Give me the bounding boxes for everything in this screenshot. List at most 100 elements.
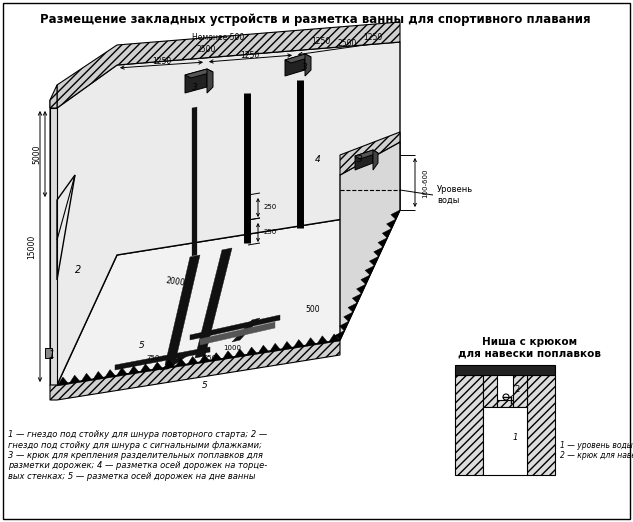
Polygon shape	[50, 100, 57, 385]
Text: 750: 750	[146, 355, 160, 361]
Polygon shape	[139, 364, 151, 373]
Polygon shape	[293, 340, 304, 349]
Polygon shape	[269, 343, 281, 352]
Text: 3: 3	[357, 156, 363, 164]
Polygon shape	[200, 322, 275, 345]
Polygon shape	[281, 341, 293, 350]
Polygon shape	[391, 210, 400, 219]
Text: Размещение закладных устройств и разметка ванны для спортивного плавания: Размещение закладных устройств и разметк…	[40, 13, 591, 26]
Text: 250: 250	[263, 229, 277, 235]
Polygon shape	[210, 353, 222, 362]
Polygon shape	[344, 312, 353, 322]
Polygon shape	[92, 372, 104, 381]
Polygon shape	[232, 318, 260, 342]
Polygon shape	[455, 375, 483, 475]
Polygon shape	[285, 54, 305, 76]
Text: 4: 4	[245, 171, 251, 180]
Polygon shape	[527, 375, 555, 475]
Polygon shape	[199, 354, 210, 363]
Polygon shape	[69, 375, 80, 384]
Text: вых стенках; 5 — разметка осей дорожек на дне ванны: вых стенках; 5 — разметка осей дорожек н…	[8, 472, 256, 481]
Text: 2 — крюк для навески: 2 — крюк для навески	[560, 452, 633, 460]
Text: 250: 250	[203, 355, 216, 361]
Polygon shape	[285, 54, 311, 63]
Polygon shape	[50, 85, 57, 108]
Text: 4: 4	[315, 156, 321, 164]
Text: 250: 250	[263, 204, 277, 210]
Polygon shape	[328, 334, 340, 343]
Text: 1: 1	[512, 433, 518, 442]
Text: 1250: 1250	[241, 51, 260, 60]
Polygon shape	[45, 348, 52, 358]
Polygon shape	[115, 347, 210, 370]
Text: для навески поплавков: для навески поплавков	[458, 348, 601, 358]
Polygon shape	[513, 375, 527, 407]
Polygon shape	[57, 377, 69, 386]
Polygon shape	[80, 373, 92, 382]
Polygon shape	[185, 69, 207, 93]
Polygon shape	[128, 366, 139, 375]
Polygon shape	[151, 362, 163, 371]
Polygon shape	[258, 345, 269, 354]
Polygon shape	[373, 247, 383, 256]
Polygon shape	[365, 266, 374, 275]
Polygon shape	[185, 69, 213, 78]
Polygon shape	[305, 54, 311, 76]
Polygon shape	[298, 81, 303, 227]
Polygon shape	[195, 248, 232, 358]
Text: 3: 3	[192, 84, 198, 92]
Polygon shape	[355, 150, 373, 170]
Polygon shape	[57, 22, 400, 108]
Text: разметки дорожек; 4 — разметка осей дорожек на торце-: разметки дорожек; 4 — разметка осей доро…	[8, 461, 267, 470]
Text: 3 — крюк для крепления разделительных поплавков для: 3 — крюк для крепления разделительных по…	[8, 451, 263, 460]
Polygon shape	[234, 349, 246, 358]
Polygon shape	[335, 331, 344, 340]
Polygon shape	[355, 150, 378, 159]
Text: 1 — уровень воды;: 1 — уровень воды;	[560, 442, 633, 450]
Text: 2: 2	[515, 385, 520, 394]
Polygon shape	[160, 352, 193, 370]
Text: 2500: 2500	[196, 45, 216, 54]
Text: Ниша с крюком: Ниша с крюком	[482, 337, 577, 347]
Text: 1250: 1250	[363, 32, 382, 42]
Polygon shape	[373, 150, 378, 170]
Polygon shape	[455, 365, 555, 375]
Text: 1 — гнездо под стойку для шнура повторного старта; 2 —: 1 — гнездо под стойку для шнура повторно…	[8, 430, 267, 439]
Polygon shape	[339, 322, 349, 331]
Polygon shape	[353, 293, 361, 303]
Polygon shape	[104, 370, 116, 378]
Polygon shape	[175, 358, 187, 367]
Polygon shape	[163, 360, 175, 369]
Text: 1: 1	[49, 350, 55, 360]
Polygon shape	[192, 107, 197, 256]
Polygon shape	[187, 357, 199, 365]
Text: 5: 5	[202, 381, 208, 389]
Polygon shape	[356, 284, 366, 293]
Text: 2000: 2000	[165, 276, 185, 288]
Polygon shape	[246, 347, 258, 356]
Polygon shape	[207, 69, 213, 93]
Text: 2500: 2500	[337, 40, 356, 49]
Polygon shape	[370, 256, 379, 266]
Polygon shape	[483, 375, 497, 407]
Text: 1000: 1000	[223, 345, 241, 351]
Polygon shape	[165, 255, 200, 365]
Polygon shape	[378, 238, 387, 247]
Text: 1250: 1250	[153, 56, 172, 65]
Polygon shape	[245, 94, 250, 241]
Text: 5000: 5000	[32, 144, 42, 164]
Polygon shape	[316, 336, 328, 345]
Polygon shape	[483, 407, 527, 475]
Polygon shape	[57, 42, 400, 385]
Text: Уровень
воды: Уровень воды	[437, 185, 473, 205]
Polygon shape	[348, 303, 357, 312]
Text: 2: 2	[75, 265, 81, 275]
Text: гнездо под стойку для шнура с сигнальными флажками;: гнездо под стойку для шнура с сигнальным…	[8, 441, 262, 449]
Text: 3: 3	[302, 64, 308, 73]
Polygon shape	[50, 340, 340, 400]
Polygon shape	[57, 210, 400, 385]
Polygon shape	[387, 219, 396, 229]
Text: Неменее 500: Неменее 500	[192, 32, 244, 42]
Text: 1250: 1250	[311, 38, 330, 46]
Polygon shape	[222, 351, 234, 360]
